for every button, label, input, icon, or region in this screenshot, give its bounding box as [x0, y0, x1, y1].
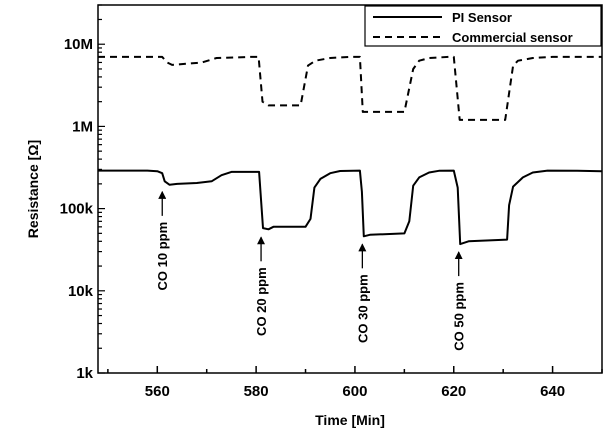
series-layer [98, 55, 603, 246]
x-axis-title: Time [Min] [315, 412, 385, 428]
y-tick-label: 100k [60, 201, 94, 218]
series-line-pi-sensor [98, 169, 603, 246]
plot-frame [97, 4, 603, 374]
legend: PI Sensor Commercial sensor [364, 5, 602, 47]
annotation-label: CO 10 ppm [155, 222, 170, 291]
x-tick-label: 560 [145, 383, 170, 400]
y-tick-label: 1M [72, 118, 93, 135]
x-tick-label: 600 [342, 383, 367, 400]
annotation-label: CO 30 ppm [355, 274, 370, 343]
x-tick-label: 640 [540, 383, 565, 400]
y-tick-label: 10M [64, 36, 93, 53]
x-tick-label: 580 [244, 383, 269, 400]
legend-label-commercial-sensor: Commercial sensor [452, 30, 573, 45]
y-tick-label: 10k [68, 283, 94, 300]
legend-label-pi-sensor: PI Sensor [452, 10, 512, 25]
x-axis-ticks: 560 580 600 620 640 [107, 366, 603, 400]
annotation-label: CO 20 ppm [254, 267, 269, 336]
y-axis-ticks: 1k 10k 100k 1M 10M [60, 4, 105, 382]
annotation-layer: CO 10 ppm CO 20 ppm CO 30 ppm CO 50 ppm [155, 190, 467, 351]
x-tick-label: 620 [441, 383, 466, 400]
legend-box [364, 5, 602, 47]
annotation-label: CO 50 ppm [452, 282, 467, 351]
y-axis-title: Resistance [Ω] [25, 140, 41, 238]
y-tick-label: 1k [76, 365, 93, 382]
series-line-commercial-sensor [98, 55, 602, 121]
